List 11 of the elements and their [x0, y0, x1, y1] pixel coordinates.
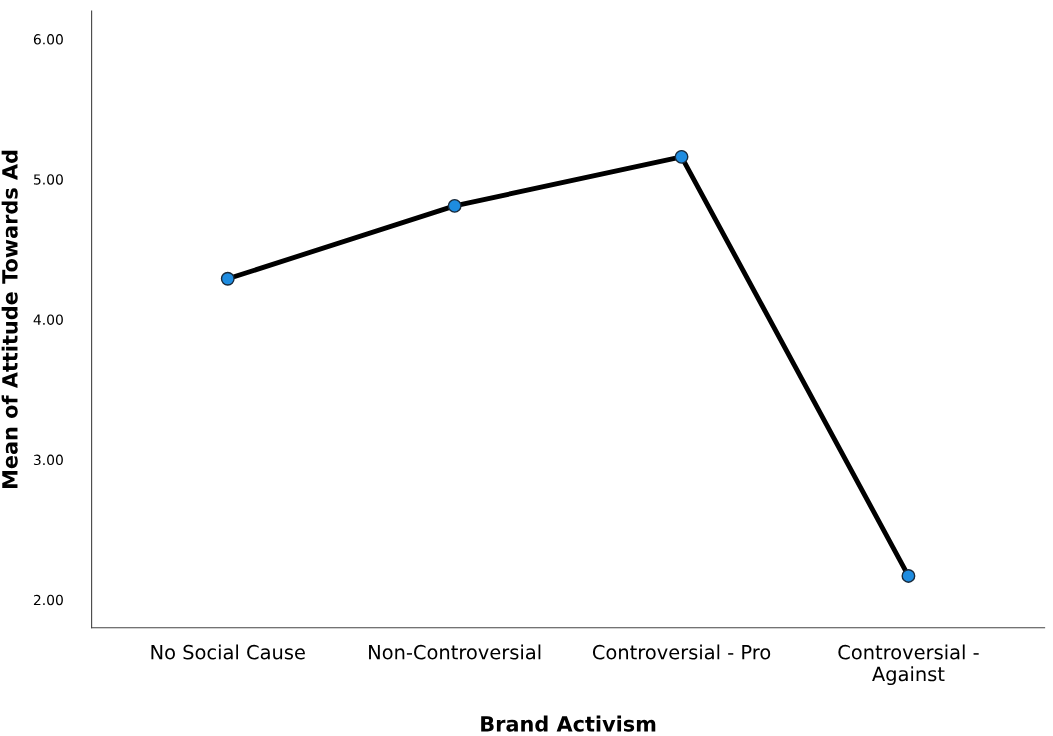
x-tick-label: Controversial - Against: [838, 644, 979, 686]
y-axis-title: Mean of Attitude Towards Ad: [1, 150, 18, 488]
y-tick-label: 5.00: [33, 174, 63, 185]
y-tick-label: 2.00: [33, 594, 63, 606]
x-tick-label: No Social Cause: [151, 644, 305, 660]
x-tick-label: Controversial - Pro: [592, 644, 771, 660]
x-axis-title: Brand Activism: [481, 715, 656, 732]
y-tick-label: 3.00: [33, 454, 63, 466]
x-tick-label: Non-Controversial: [369, 644, 541, 660]
y-tick-label: 6.00: [33, 34, 63, 45]
y-tick-label: 4.00: [33, 314, 63, 325]
